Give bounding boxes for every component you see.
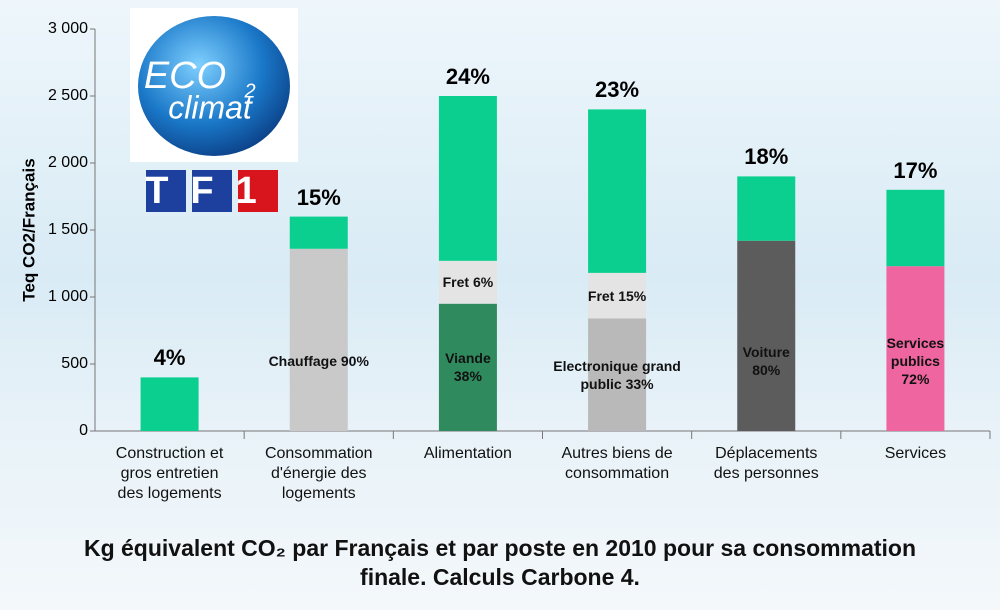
bar-segment bbox=[886, 266, 945, 431]
bar-segment bbox=[438, 96, 497, 261]
y-tick-label: 3 000 bbox=[48, 20, 88, 37]
logo-box bbox=[238, 170, 278, 212]
segment-label: Fret 6% bbox=[442, 274, 494, 291]
bar-total-label: 17% bbox=[893, 157, 938, 183]
x-tick-label: Consommation d'énergie des logements bbox=[264, 445, 373, 502]
y-tick-label: 0 bbox=[79, 422, 88, 439]
bar-segment bbox=[289, 248, 348, 431]
segment-label: Fret 15% bbox=[587, 287, 647, 304]
x-tick-label: Alimentation bbox=[423, 445, 512, 462]
y-tick-label: 500 bbox=[61, 355, 88, 372]
bar-segment bbox=[588, 318, 647, 431]
y-tick-label: 2 500 bbox=[48, 87, 88, 104]
logo-text: TF1 bbox=[145, 170, 279, 212]
bar-total-label: 23% bbox=[595, 77, 640, 103]
eco2-logo: ECO 2 climat bbox=[130, 8, 298, 162]
segment-label: Viande 38% bbox=[445, 350, 491, 385]
bar-segment bbox=[886, 189, 945, 267]
logo-text: climat bbox=[168, 89, 253, 125]
bar-segment bbox=[438, 260, 497, 304]
bar-segment bbox=[140, 377, 199, 431]
bar-segment bbox=[438, 303, 497, 431]
y-tick-label: 1 000 bbox=[48, 288, 88, 305]
logo-text: 2 bbox=[243, 80, 255, 102]
logo-box bbox=[146, 170, 186, 212]
segment-label: Voiture 80% bbox=[742, 344, 790, 379]
bar-segment bbox=[588, 109, 647, 273]
logo-sphere bbox=[138, 16, 290, 156]
x-tick-label: Construction et gros entretien des logem… bbox=[115, 445, 224, 502]
chart-title: Kg équivalent CO₂ par Français et par po… bbox=[83, 535, 917, 590]
segment-label: Electronique grand public 33% bbox=[553, 357, 681, 392]
logo-text: ECO bbox=[144, 55, 226, 97]
bar-total-label: 15% bbox=[296, 184, 341, 210]
bar-total-label: 24% bbox=[445, 64, 490, 89]
x-tick-label: Services bbox=[884, 445, 947, 462]
bar-segment bbox=[737, 176, 796, 241]
y-tick-label: 2 000 bbox=[48, 154, 88, 171]
segment-label: Chauffage 90% bbox=[268, 353, 369, 370]
bar-segment bbox=[588, 272, 647, 319]
bar-total-label: 18% bbox=[744, 144, 789, 170]
x-tick-label: Autres biens de consommation bbox=[561, 445, 673, 482]
y-axis-title: Teq CO2/Français bbox=[19, 158, 38, 301]
tf1-logo: TF1 bbox=[145, 170, 279, 212]
bar-segment bbox=[289, 216, 348, 249]
logo-box bbox=[192, 170, 232, 212]
x-tick-label: Déplacements des personnes bbox=[713, 445, 819, 482]
bar-total-label: 4% bbox=[153, 345, 186, 371]
segment-label: Services publics 72% bbox=[886, 335, 945, 388]
bar-segment bbox=[737, 240, 796, 431]
y-tick-label: 1 500 bbox=[48, 221, 88, 238]
